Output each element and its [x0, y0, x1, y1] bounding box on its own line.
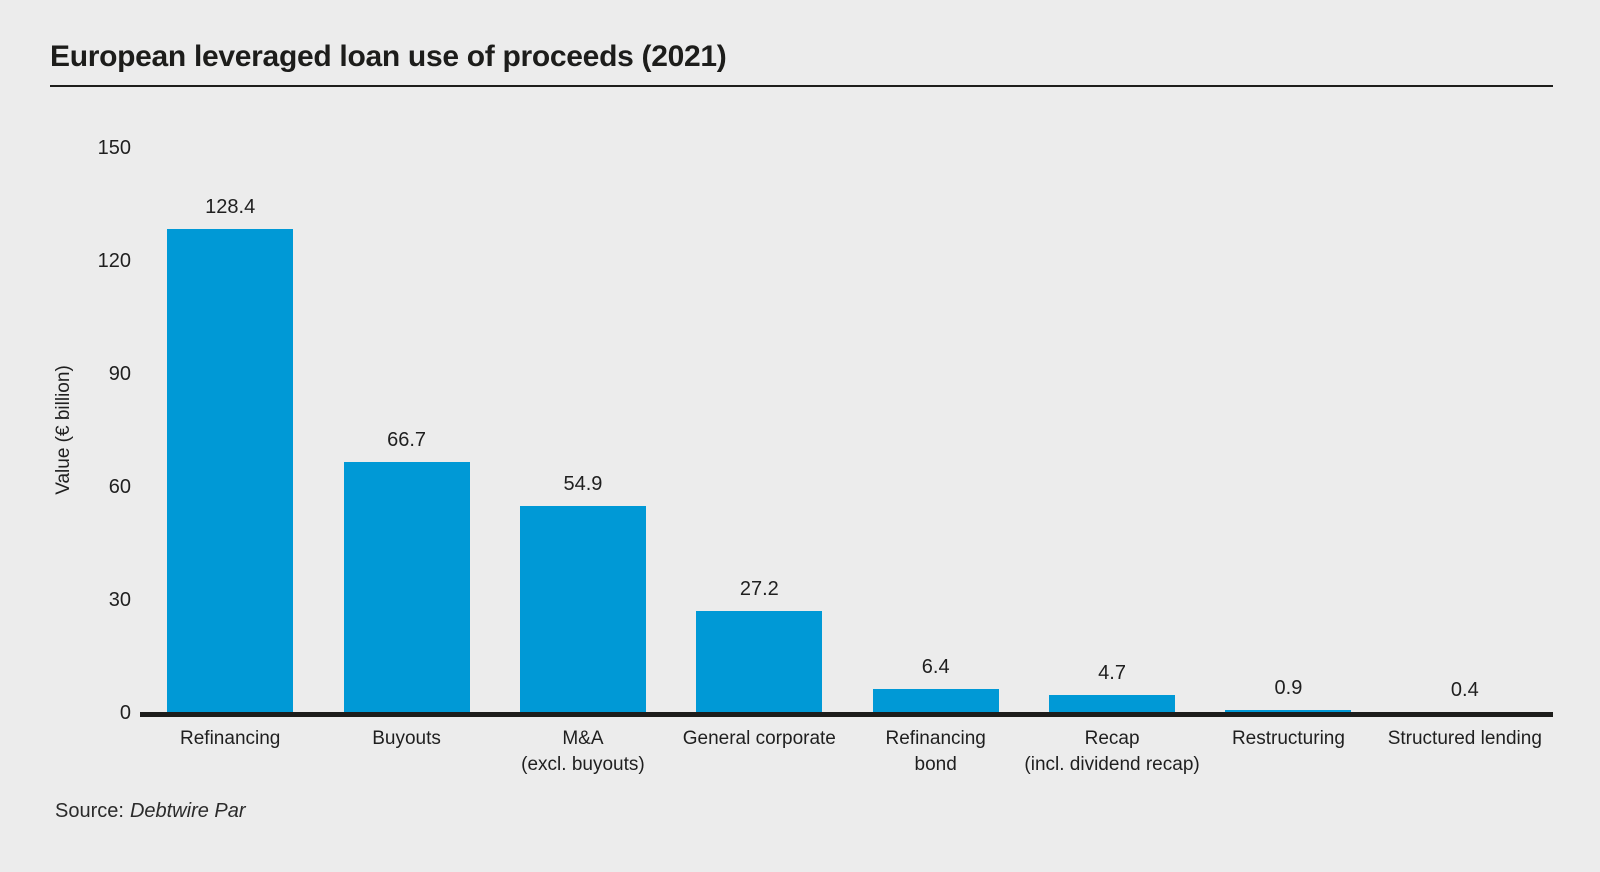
bar-group: 4.7 Recap (incl. dividend recap)	[1024, 148, 1200, 775]
chart-title: European leveraged loan use of proceeds …	[50, 40, 727, 73]
title-divider	[50, 85, 1553, 87]
source-label: Source:	[55, 800, 124, 822]
bar-group: 128.4 Refinancing	[142, 148, 318, 749]
bar-group: 54.9 M&A (excl. buyouts)	[495, 148, 671, 775]
bar	[519, 506, 646, 713]
bar-value-label: 4.7	[1098, 662, 1126, 685]
x-category-label: Refinancing	[180, 728, 281, 749]
y-tick-label: 30	[108, 589, 131, 611]
x-category-label: M&A (excl. buyouts)	[521, 728, 645, 775]
plot-area: 128.4 Refinancing 66.7 Buyouts 54.9 M&A (excl…	[142, 148, 1553, 775]
x-category-label: Restructuring	[1231, 728, 1345, 749]
x-axis-line	[140, 712, 1553, 717]
x-category-label: Buyouts	[372, 728, 441, 749]
bar-value-label: 0.4	[1450, 678, 1479, 701]
bar-group: 27.2 General corporate	[671, 148, 847, 749]
x-category-label: Refinancing bond	[885, 728, 986, 775]
bar	[872, 688, 999, 713]
y-axis-tick-labels: 150 120 90 60 30 0	[0, 137, 131, 724]
x-category-label: Structured lending	[1387, 728, 1542, 749]
bar	[1049, 695, 1176, 713]
source-note: Source: Debtwire Par	[55, 800, 246, 823]
bar-group: 6.4 Refinancing bond	[848, 148, 1024, 775]
y-tick-label: 120	[97, 250, 131, 272]
source-name: Debtwire Par	[129, 800, 246, 822]
bar-group: 0.4 Structured lending	[1377, 148, 1553, 750]
bar-value-label: 128.4	[205, 196, 256, 219]
bar	[1225, 709, 1352, 713]
x-category-label: Recap (incl. dividend recap)	[1024, 728, 1200, 775]
y-tick-label: 60	[108, 476, 131, 498]
bar	[167, 229, 294, 713]
bar	[343, 461, 470, 713]
y-tick-label: 0	[119, 702, 131, 724]
bar-group: 66.7 Buyouts	[318, 148, 494, 749]
bar-group: 0.9 Restructuring	[1200, 148, 1376, 749]
y-tick-label: 90	[108, 363, 131, 385]
bar-value-label: 66.7	[387, 428, 427, 451]
bar-value-label: 6.4	[921, 655, 950, 678]
bar-value-label: 0.9	[1274, 676, 1303, 699]
bar	[696, 610, 823, 713]
y-tick-label: 150	[97, 137, 131, 159]
bar-value-label: 27.2	[739, 577, 779, 600]
x-category-label: General corporate	[682, 728, 836, 749]
bar-value-label: 54.9	[563, 473, 603, 496]
